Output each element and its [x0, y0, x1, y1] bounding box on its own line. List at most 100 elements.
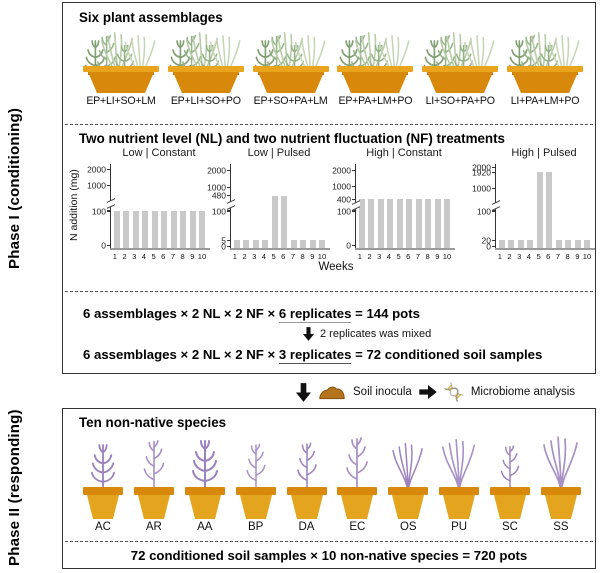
y-tick-label: 2000 — [472, 162, 491, 173]
assemblage-illustration — [83, 32, 159, 93]
bar-week-6 — [546, 172, 553, 248]
x-tick-label: 8 — [180, 252, 185, 261]
bar-week-7 — [290, 240, 297, 248]
assemblage-illustration — [167, 32, 244, 93]
y-axis: 0 5 100 480 1000 2000 — [200, 164, 228, 250]
non-native-species: OS — [384, 431, 432, 533]
y-tick-mark — [491, 245, 496, 247]
non-native-species: DA — [283, 431, 331, 533]
down-arrow-icon — [303, 327, 314, 341]
x-tick-label: 7 — [415, 252, 421, 261]
bars — [111, 164, 208, 248]
pot-illustration — [235, 443, 276, 519]
bar-week-3 — [517, 240, 524, 248]
bar-week-7 — [170, 211, 177, 248]
x-tick-label: 7 — [555, 252, 561, 261]
y-tick-mark — [351, 244, 356, 246]
bar-week-3 — [132, 211, 139, 248]
x-tick-label: 3 — [252, 252, 257, 261]
species-title: Ten non-native species — [79, 415, 227, 430]
bar-week-2 — [368, 199, 375, 248]
y-tick-mark — [226, 186, 231, 189]
x-tick-label: 1 — [232, 252, 237, 261]
plant-assemblage: EP+PA+LM+PO — [333, 29, 417, 107]
formula-2-prefix: 6 assemblages × 2 NL × 2 NF × — [83, 347, 279, 362]
y-tick-label: 1000 — [207, 182, 226, 193]
bar-week-10 — [199, 211, 206, 248]
dashed-separator — [65, 124, 593, 125]
x-tick-label: 2 — [122, 252, 127, 261]
pot-illustration — [286, 442, 327, 519]
y-tick-label: 2000 — [332, 165, 351, 176]
dashed-separator — [65, 291, 593, 292]
x-tick-label: 5 — [536, 252, 541, 261]
species-label: SS — [553, 521, 569, 533]
x-axis: 1 2 3 4 5 6 7 8 9 10 — [80, 252, 207, 261]
non-native-species: PU — [435, 431, 483, 533]
assemblages-title: Six plant assemblages — [79, 10, 223, 25]
bar-week-5 — [151, 211, 158, 248]
formula-1-prefix: 6 assemblages × 2 NL × 2 NF × — [83, 306, 279, 321]
species-label: OS — [399, 521, 417, 533]
soil-inocula-label: Soil inocula — [353, 386, 412, 398]
y-axis: 0 20 100 1000 1920 2000 — [465, 162, 493, 250]
phase1-side-label: Phase I (conditioning) — [6, 107, 23, 269]
x-axis: 1 2 3 4 5 6 7 8 9 10 — [200, 252, 327, 261]
formula-2-suffix: = 72 conditioned soil samples — [351, 347, 543, 362]
non-native-species: SC — [486, 431, 534, 533]
species-label: DA — [298, 521, 315, 533]
x-tick-label: 2 — [367, 252, 372, 261]
bar-week-6 — [406, 199, 413, 248]
x-tick-label: 6 — [281, 252, 286, 261]
bar-week-10 — [584, 240, 591, 248]
y-tick-mark — [351, 186, 356, 188]
pot-illustration — [439, 438, 480, 519]
x-tick-label: 3 — [517, 252, 522, 261]
plot — [491, 164, 595, 250]
plant-assemblage: EP+LI+SO+LM — [79, 29, 163, 107]
x-tick-label: 2 — [242, 252, 247, 261]
non-native-species: SS — [537, 431, 585, 533]
assemblage-label: EP+PA+LM+PO — [338, 95, 413, 107]
assemblage-label: EP+SO+PA+LM — [253, 95, 328, 107]
bar-week-3 — [252, 240, 259, 248]
y-axis: 0 100 1000 2000 — [80, 164, 108, 251]
x-tick-label: 10 — [442, 252, 452, 261]
bar-week-2 — [123, 211, 130, 248]
y-tick-label: 1000 — [332, 181, 351, 192]
y-tick-mark — [491, 210, 496, 212]
non-native-species: AA — [181, 431, 229, 533]
bar-week-9 — [574, 240, 581, 248]
pot-illustration — [133, 439, 174, 519]
formula-1-underlined: 6 replicates — [278, 306, 352, 323]
x-tick-label: 6 — [406, 252, 411, 261]
assemblage-illustration — [506, 32, 583, 93]
x-tick-label: 10 — [197, 252, 207, 261]
plot — [106, 164, 210, 250]
assemblage-label: EP+LI+SO+LM — [86, 95, 156, 107]
chart-title: Low | Constant — [122, 147, 196, 159]
y-tick-label: 20 — [481, 235, 491, 246]
y-tick-label: 0 — [101, 240, 106, 251]
y-tick-label: 400 — [336, 194, 351, 205]
x-tick-label: 8 — [565, 252, 570, 261]
bar-week-6 — [161, 211, 168, 248]
y-tick-label: 5 — [221, 235, 226, 246]
pot-illustration — [490, 445, 530, 519]
bar-week-9 — [434, 199, 441, 248]
y-tick-mark — [491, 239, 496, 241]
x-tick-label: 8 — [300, 252, 305, 261]
x-tick-label: 10 — [582, 252, 592, 261]
y-tick-mark — [106, 244, 111, 246]
y-tick-label: 100 — [91, 205, 106, 216]
y-tick-mark — [351, 170, 356, 172]
chart-title: High | Pulsed — [511, 147, 577, 159]
plot-area: 0 20 100 1000 1920 2000 — [465, 162, 595, 250]
non-native-species: EC — [333, 431, 381, 533]
bar-week-1 — [233, 240, 240, 248]
pot-illustration — [388, 442, 429, 519]
y-tick-mark — [106, 169, 111, 171]
plot-area: 0 100 1000 2000 — [80, 164, 210, 251]
y-tick-label: 1000 — [472, 183, 491, 194]
